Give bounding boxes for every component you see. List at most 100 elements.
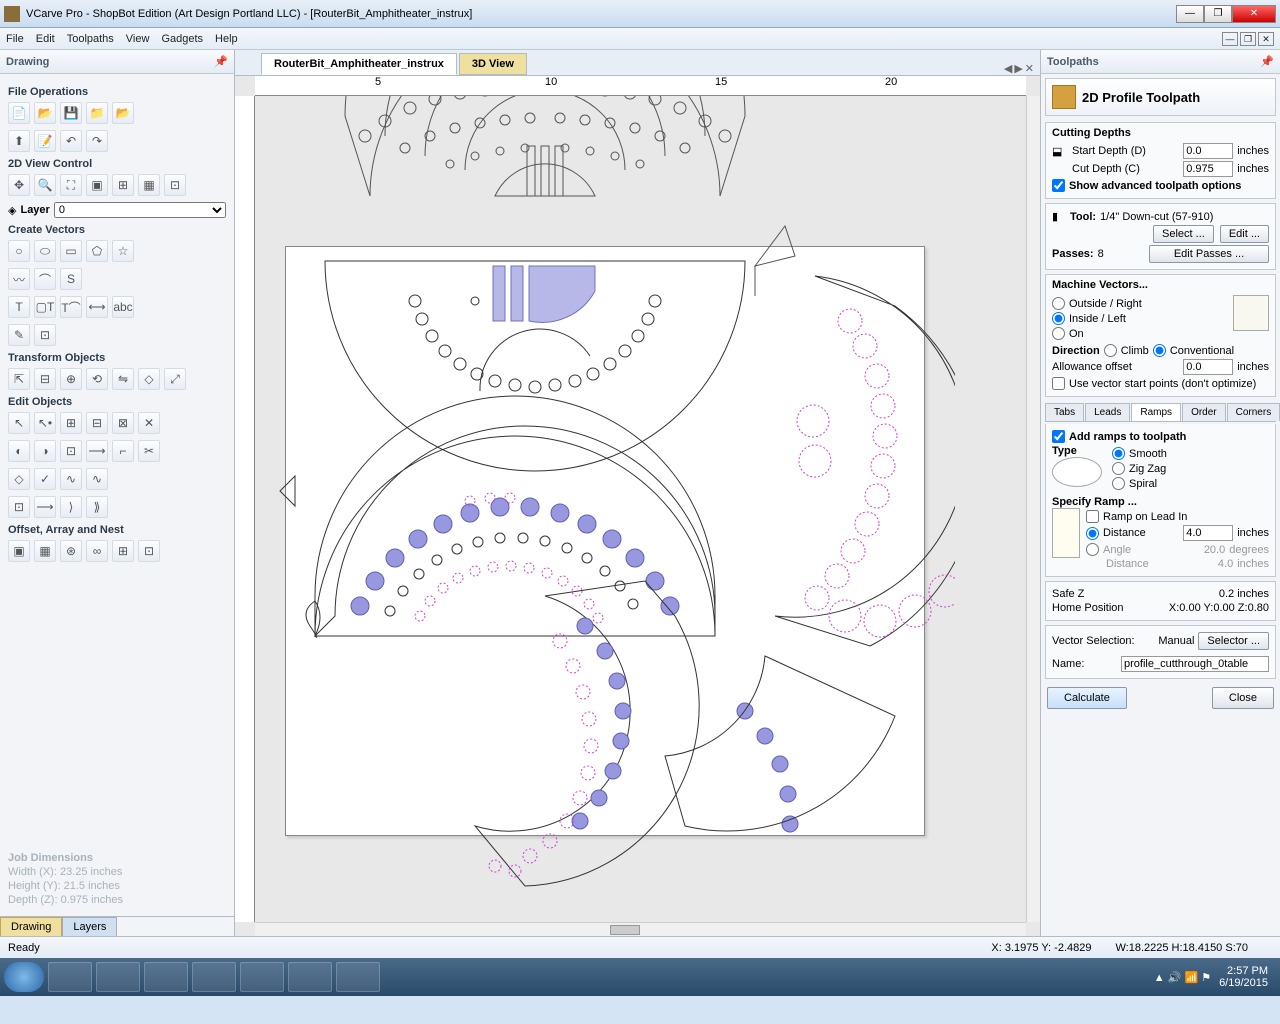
align-icon[interactable]: ⊟ <box>34 368 56 390</box>
tab-close-icon[interactable]: ✕ <box>1025 62 1034 75</box>
start-depth-input[interactable] <box>1183 143 1233 159</box>
rect-icon[interactable]: ▭ <box>60 240 82 262</box>
polygon-icon[interactable]: ⬠ <box>86 240 108 262</box>
add-ramps-checkbox[interactable] <box>1052 430 1065 443</box>
tab-drawing[interactable]: Drawing <box>0 917 62 936</box>
subtab-leads[interactable]: Leads <box>1085 403 1130 421</box>
taskbar-app2-icon[interactable] <box>288 962 332 992</box>
menu-toolpaths[interactable]: Toolpaths <box>67 33 114 45</box>
validate-icon[interactable]: ✓ <box>34 468 56 490</box>
cut-depth-input[interactable] <box>1183 161 1233 177</box>
save-file-icon[interactable]: 💾 <box>60 102 82 124</box>
scissors-icon[interactable]: ✂ <box>138 440 160 462</box>
menu-file[interactable]: File <box>6 33 24 45</box>
rotate-icon[interactable]: ⟲ <box>86 368 108 390</box>
taskbar-paint-icon[interactable] <box>336 962 380 992</box>
ellipse-icon[interactable]: ⬭ <box>34 240 56 262</box>
tool-e7[interactable]: ⟩ <box>60 496 82 518</box>
ramp-lead-checkbox[interactable] <box>1086 510 1099 523</box>
pan-icon[interactable]: ✥ <box>8 174 30 196</box>
maximize-button[interactable]: ❐ <box>1204 5 1232 23</box>
close-panel-button[interactable]: Close <box>1212 687 1274 709</box>
redo-icon[interactable]: ↷ <box>86 130 108 152</box>
subtract-icon[interactable]: ◑ <box>34 440 56 462</box>
layer-select[interactable]: 0 <box>54 202 226 218</box>
arc-icon[interactable]: ⌒ <box>34 268 56 290</box>
dir-climb-radio[interactable] <box>1104 344 1117 357</box>
increment-icon[interactable]: ⬆ <box>8 130 30 152</box>
pin-icon[interactable]: 📌 <box>1260 55 1274 68</box>
selector-button[interactable]: Selector ... <box>1198 632 1269 650</box>
calculate-button[interactable]: Calculate <box>1047 687 1127 709</box>
tool-e4[interactable]: ∿ <box>86 468 108 490</box>
close-button[interactable]: ✕ <box>1232 5 1276 23</box>
group-icon[interactable]: ⊞ <box>60 412 82 434</box>
join-icon[interactable]: ⊠ <box>112 412 134 434</box>
ramp-spiral-radio[interactable] <box>1112 477 1125 490</box>
mirror-icon[interactable]: ⇋ <box>112 368 134 390</box>
tab-next-icon[interactable]: ▶ <box>1014 62 1022 75</box>
mdi-close-icon[interactable]: ✕ <box>1258 32 1274 46</box>
ungroup-icon[interactable]: ⊟ <box>86 412 108 434</box>
grid-icon[interactable]: ▦ <box>138 174 160 196</box>
ramp-zigzag-radio[interactable] <box>1112 462 1125 475</box>
adv-options-checkbox[interactable] <box>1052 179 1065 192</box>
select-icon[interactable]: ↖ <box>8 412 30 434</box>
mv-outside-radio[interactable] <box>1052 297 1065 310</box>
menu-edit[interactable]: Edit <box>36 33 55 45</box>
tab-document[interactable]: RouterBit_Amphitheater_instrux <box>261 53 457 75</box>
pin-icon[interactable]: 📌 <box>214 55 228 68</box>
mv-inside-radio[interactable] <box>1052 312 1065 325</box>
nest-icon[interactable]: ⊞ <box>112 540 134 562</box>
open-file-icon[interactable]: 📂 <box>34 102 56 124</box>
trace-icon[interactable]: ✎ <box>8 324 30 346</box>
allowance-input[interactable] <box>1183 359 1233 375</box>
edit-passes-button[interactable]: Edit Passes ... <box>1149 245 1269 263</box>
menu-help[interactable]: Help <box>215 33 238 45</box>
taskbar-app1-icon[interactable] <box>192 962 236 992</box>
ramp-angle-radio[interactable] <box>1086 543 1099 556</box>
tool-e8[interactable]: ⟫ <box>86 496 108 518</box>
tray-icons[interactable]: ▲ 🔊 📶 ⚑ <box>1154 971 1211 984</box>
measure-icon[interactable]: ✕ <box>138 412 160 434</box>
zoom-icon[interactable]: 🔍 <box>34 174 56 196</box>
curve-fit-icon[interactable]: ∿ <box>60 468 82 490</box>
design-canvas[interactable] <box>255 96 1026 922</box>
dimension-icon[interactable]: ⟷ <box>86 296 108 318</box>
menu-gadgets[interactable]: Gadgets <box>161 33 203 45</box>
layer-icon[interactable]: ◈ <box>8 204 16 217</box>
plate-icon[interactable]: ⊡ <box>138 540 160 562</box>
snap-icon[interactable]: ⊡ <box>164 174 186 196</box>
ramp-distance-input[interactable] <box>1183 525 1233 541</box>
node-edit-icon[interactable]: ↖• <box>34 412 56 434</box>
select-tool-button[interactable]: Select ... <box>1153 225 1214 243</box>
mdi-min-icon[interactable]: ― <box>1222 32 1238 46</box>
center-icon[interactable]: ⊕ <box>60 368 82 390</box>
tab-prev-icon[interactable]: ◀ <box>1004 62 1012 75</box>
subtab-tabs[interactable]: Tabs <box>1045 403 1084 421</box>
star-icon[interactable]: ☆ <box>112 240 134 262</box>
dir-conv-radio[interactable] <box>1153 344 1166 357</box>
import-icon[interactable]: 📂 <box>112 102 134 124</box>
scrollbar-vertical[interactable] <box>1026 96 1040 922</box>
text-curve-icon[interactable]: T⌒ <box>60 296 82 318</box>
taskbar-ie-icon[interactable] <box>48 962 92 992</box>
offset-icon[interactable]: ▣ <box>8 540 30 562</box>
subtab-order[interactable]: Order <box>1182 403 1226 421</box>
circle-icon[interactable]: ○ <box>8 240 30 262</box>
scale-icon[interactable]: ⤢ <box>164 368 186 390</box>
menu-view[interactable]: View <box>126 33 150 45</box>
ramp-distance-radio[interactable] <box>1086 527 1099 540</box>
taskbar-media-icon[interactable] <box>144 962 188 992</box>
edit-tool-button[interactable]: Edit ... <box>1220 225 1269 243</box>
start-button[interactable] <box>4 962 44 992</box>
text-icon[interactable]: T <box>8 296 30 318</box>
use-vsp-checkbox[interactable] <box>1052 377 1065 390</box>
ramp-smooth-radio[interactable] <box>1112 447 1125 460</box>
notes-icon[interactable]: 📝 <box>34 130 56 152</box>
scrollbar-horizontal[interactable] <box>255 922 1026 936</box>
taskbar-explorer-icon[interactable] <box>96 962 140 992</box>
move-icon[interactable]: ⇱ <box>8 368 30 390</box>
minimize-button[interactable]: ― <box>1176 5 1204 23</box>
subtab-ramps[interactable]: Ramps <box>1131 403 1181 421</box>
